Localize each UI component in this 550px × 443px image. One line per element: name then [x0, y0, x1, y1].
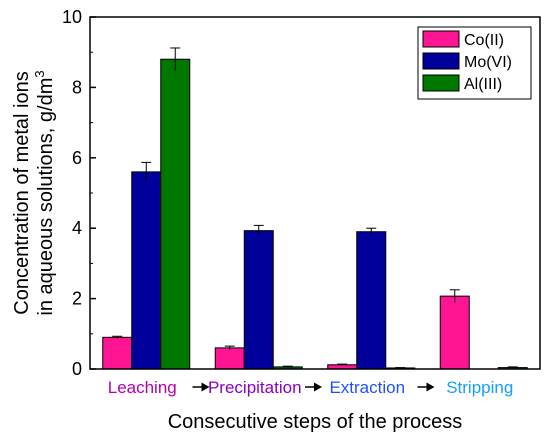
y-axis-title-superscript: 3: [32, 70, 47, 77]
y-tick-label-4: 8: [72, 77, 82, 97]
legend-label-1: Mo(VI): [464, 54, 512, 71]
bar-stripping-0: [439, 295, 470, 370]
x-axis-categories: Leaching Precipitation Extraction Stripping: [108, 378, 514, 397]
step-arrowhead-1: [314, 382, 322, 392]
category-label-leaching: Leaching: [108, 378, 177, 397]
step-arrowhead-0: [201, 382, 210, 392]
y-tick-label-1: 2: [72, 289, 82, 309]
y-tick-label-5: 10: [62, 7, 82, 27]
y-tick-label-2: 4: [72, 218, 82, 238]
chart-marks: [102, 47, 528, 370]
y-axis-title-line1: Concentration of metal ions: [11, 71, 33, 314]
y-axis-title-line2: in aqueous solutions, g/dm3: [32, 70, 57, 315]
legend-swatch-0: [422, 30, 460, 48]
legend-label-2: Al(III): [464, 76, 502, 93]
legend-label-0: Co(II): [464, 32, 504, 49]
y-tick-label-0: 0: [72, 359, 82, 379]
category-label-precipitation: Precipitation: [208, 378, 302, 397]
legend-swatch-2: [422, 74, 460, 92]
bar-precipitation-1: [243, 230, 274, 370]
bar-leaching-2: [160, 58, 191, 370]
bar-leaching-0: [102, 336, 133, 370]
bar-leaching-1: [131, 171, 162, 370]
legend: Co(II) Mo(VI) Al(III): [422, 30, 512, 93]
step-arrowhead-2: [426, 382, 435, 392]
bar-precipitation-0: [214, 347, 245, 370]
bar-extraction-1: [356, 231, 387, 370]
y-axis-title-line2-text: in aqueous solutions, g/dm: [35, 78, 57, 316]
x-axis-title: Consecutive steps of the process: [168, 411, 463, 433]
y-axis: 0 2 4 6 8 10: [62, 7, 96, 379]
category-label-stripping: Stripping: [446, 378, 513, 397]
category-label-extraction: Extraction: [329, 378, 405, 397]
legend-swatch-1: [422, 52, 460, 70]
y-tick-label-3: 6: [72, 148, 82, 168]
